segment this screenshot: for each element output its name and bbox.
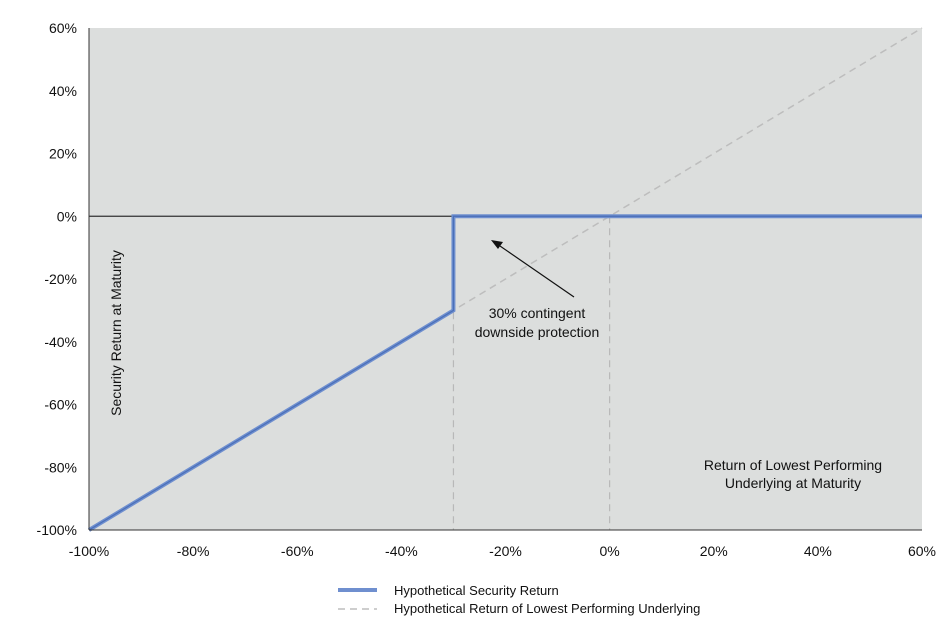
legend-label-security-return: Hypothetical Security Return (394, 583, 559, 598)
x-tick-label: 0% (600, 543, 620, 559)
series-group (87, 27, 923, 532)
annotation-line-1: 30% contingent (489, 305, 586, 321)
x-axis-label-line-2: Underlying at Maturity (725, 475, 861, 491)
x-tick-label: 60% (908, 543, 936, 559)
y-tick-labels: 60% 40% 20% 0% -20% -40% -60% -80% -100% (37, 20, 77, 538)
y-tick-label: 40% (49, 83, 77, 99)
y-tick-label: -20% (44, 271, 77, 287)
y-tick-label: -80% (44, 459, 77, 475)
y-tick-label: -60% (44, 397, 77, 413)
series-line-core-0 (88, 215, 922, 531)
annotation-line-2: downside protection (475, 324, 600, 340)
x-tick-label: -40% (385, 543, 418, 559)
axes (88, 28, 922, 531)
x-tick-label: -100% (69, 543, 109, 559)
y-tick-label: 0% (57, 208, 77, 224)
annotation-arrow (491, 240, 575, 298)
x-tick-label: 40% (804, 543, 832, 559)
x-tick-label: 20% (700, 543, 728, 559)
x-tick-labels: -100% -80% -60% -40% -20% 0% 20% 40% 60% (69, 543, 936, 559)
legend-label-underlying-return: Hypothetical Return of Lowest Performing… (394, 601, 700, 616)
x-axis-label-line-1: Return of Lowest Performing (704, 457, 882, 473)
y-axis-label: Security Return at Maturity (108, 250, 124, 416)
legend: Hypothetical Security Return Hypothetica… (338, 583, 700, 616)
x-tick-label: -20% (489, 543, 522, 559)
y-tick-label: 60% (49, 20, 77, 36)
y-tick-label: 20% (49, 146, 77, 162)
x-tick-label: -60% (281, 543, 314, 559)
x-tick-label: -80% (177, 543, 210, 559)
y-tick-label: -100% (37, 522, 77, 538)
y-tick-label: -40% (44, 334, 77, 350)
